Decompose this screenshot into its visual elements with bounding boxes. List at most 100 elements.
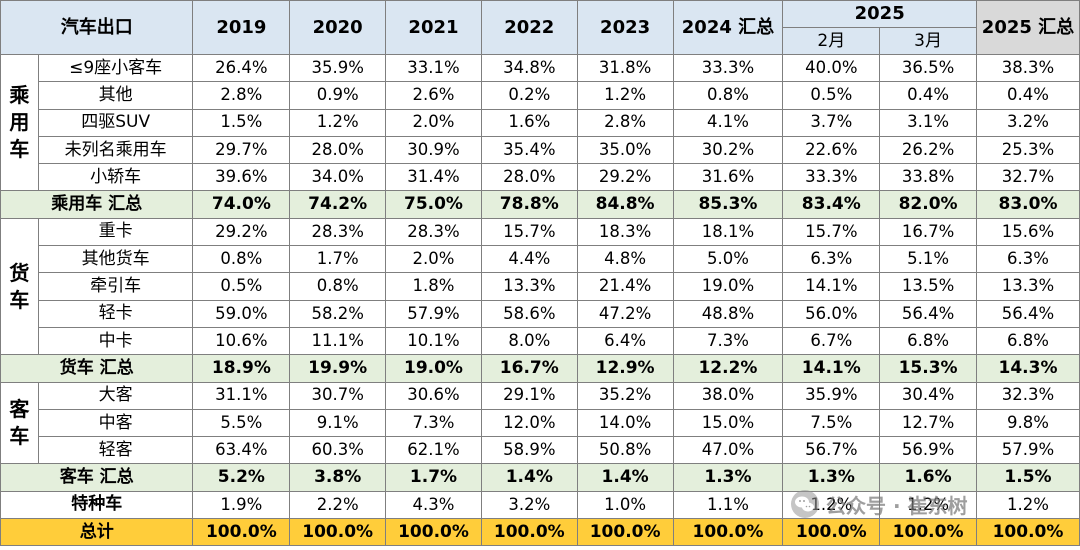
value-cell: 34.8% (480, 53, 578, 83)
subtotal-value-cell: 83.4% (782, 190, 881, 219)
value-cell: 0.8% (192, 245, 291, 274)
value-cell: 38.0% (672, 381, 784, 410)
subtotal-value-cell: 83.0% (975, 190, 1080, 219)
value-cell: 1.2% (576, 81, 674, 110)
value-cell: 30.4% (879, 381, 977, 410)
value-cell: 25.3% (975, 135, 1080, 165)
subtotal-row: 客车 汇总 5.2% 3.8% 1.7% 1.4% 1.4% 1.3% 1.3% 1.6% 1.5… (0, 463, 1080, 492)
value-cell: 56.9% (879, 436, 977, 465)
total-2025-header: 2025 汇总 (975, 0, 1080, 55)
value-cell: 48.8% (672, 299, 784, 328)
value-cell: 18.1% (672, 217, 784, 247)
group-label-char: 车 (9, 137, 30, 162)
special-row: 特种车 1.9% 2.2% 4.3% 3.2% 1.0% 1.1% 1.2% 1.2% 1.2% (0, 490, 1080, 520)
row-label: 四驱SUV (37, 108, 194, 137)
subtotal-value-cell: 1.7% (385, 463, 482, 492)
value-cell: 57.9% (385, 299, 482, 328)
subtotal-value-cell: 18.9% (192, 354, 291, 383)
row-label: 中卡 (37, 326, 194, 356)
value-cell: 15.0% (672, 408, 784, 438)
value-cell: 9.8% (975, 408, 1080, 438)
subtotal-row: 货车 汇总 18.9% 19.9% 19.0% 16.7% 12.9% 12.2% 14.1%… (0, 354, 1080, 383)
row-label: 中客 (37, 408, 194, 438)
table-row: 乘用车 ≤9座小客车 26.4% 35.9% 33.1% 34.8% 31.8% 33.3% 4… (0, 53, 1080, 192)
value-cell: 9.1% (289, 408, 387, 438)
total-value-cell: 100.0% (480, 518, 578, 547)
value-cell: 56.4% (879, 299, 977, 328)
value-cell: 59.0% (192, 299, 291, 328)
row-label: 牵引车 (37, 272, 194, 301)
value-cell: 39.6% (192, 163, 291, 192)
value-cell: 0.4% (879, 81, 977, 110)
value-cell: 14.0% (576, 408, 674, 438)
subtotal-value-cell: 1.3% (782, 463, 881, 492)
value-cell: 6.8% (879, 326, 977, 356)
value-cell: 7.3% (672, 326, 784, 356)
value-cell: 6.7% (782, 326, 881, 356)
group-label-char: 车 (9, 287, 30, 312)
value-cell: 33.1% (385, 53, 482, 83)
value-cell: 0.4% (975, 81, 1080, 110)
row-label: ≤9座小客车 (37, 53, 194, 83)
subtotal-value-cell: 78.8% (480, 190, 578, 219)
value-cell: 36.5% (879, 53, 977, 83)
subtotal-value-cell: 75.0% (385, 190, 482, 219)
value-cell: 6.4% (576, 326, 674, 356)
value-cell: 1.2% (782, 490, 881, 520)
value-cell: 58.6% (480, 299, 578, 328)
value-cell: 57.9% (975, 436, 1080, 465)
value-cell: 0.8% (672, 81, 784, 110)
value-cell: 58.9% (480, 436, 578, 465)
value-cell: 4.8% (576, 245, 674, 274)
value-cell: 4.4% (480, 245, 578, 274)
value-cell: 31.4% (385, 163, 482, 192)
corner-header: 汽车出口 (0, 0, 194, 55)
year-header: 2020 (289, 0, 387, 55)
value-cell: 0.9% (289, 81, 387, 110)
value-cell: 31.1% (192, 381, 291, 410)
subtotal-label: 乘用车 汇总 (0, 190, 194, 219)
row-label: 重卡 (37, 217, 194, 247)
total-value-cell: 100.0% (975, 518, 1080, 547)
value-cell: 2.8% (576, 108, 674, 137)
table-row: 其他货车 0.8% 1.7% 2.0% 4.4% 4.8% 5.0% 6.3% 5.1% 6.3% (1, 245, 1080, 274)
value-cell: 2.0% (385, 108, 482, 137)
group-label-char: 车 (9, 424, 30, 448)
row-label: 其他 (37, 81, 194, 110)
subtotal-value-cell: 84.8% (576, 190, 674, 219)
table-row: 未列名乘用车 29.7% 28.0% 30.9% 35.4% 35.0% 30.2% 22.6… (1, 135, 1080, 165)
value-cell: 56.4% (975, 299, 1080, 328)
table-row: 小轿车 39.6% 34.0% 31.4% 28.0% 29.2% 31.6% 33.3% 33… (1, 163, 1080, 192)
value-cell: 30.6% (385, 381, 482, 410)
total-value-cell: 100.0% (879, 518, 977, 547)
value-cell: 40.0% (782, 53, 881, 83)
value-cell: 5.5% (192, 408, 291, 438)
year-2025-header: 2025 (782, 0, 977, 28)
year-header: 2023 (576, 0, 674, 55)
subtotal-label: 货车 汇总 (0, 354, 194, 383)
subtotal-value-cell: 14.1% (782, 354, 881, 383)
value-cell: 58.2% (289, 299, 387, 328)
subtotal-value-cell: 12.9% (576, 354, 674, 383)
value-cell: 15.6% (975, 217, 1080, 247)
value-cell: 10.6% (192, 326, 291, 356)
subtotal-value-cell: 1.4% (480, 463, 578, 492)
value-cell: 3.7% (782, 108, 881, 137)
value-cell: 13.3% (480, 272, 578, 301)
total-value-cell: 100.0% (289, 518, 387, 547)
subtotal-value-cell: 74.2% (289, 190, 387, 219)
value-cell: 6.3% (975, 245, 1080, 274)
table-row: 轻卡 59.0% 58.2% 57.9% 58.6% 47.2% 48.8% 56.0% 56.… (1, 299, 1080, 328)
value-cell: 63.4% (192, 436, 291, 465)
year-header: 2024 汇总 (672, 0, 784, 55)
group-label: 乘用车 (0, 53, 39, 192)
value-cell: 30.9% (385, 135, 482, 165)
value-cell: 3.2% (975, 108, 1080, 137)
table-row: 中卡 10.6% 11.1% 10.1% 8.0% 6.4% 7.3% 6.7% 6.8% 6.8… (1, 326, 1080, 356)
subtotal-value-cell: 85.3% (672, 190, 784, 219)
header-row: 汽车出口 2019 2020 2021 2022 2023 2024 汇总 2025 2025 … (0, 0, 1080, 55)
value-cell: 12.0% (480, 408, 578, 438)
group-label-char: 货 (9, 260, 30, 285)
value-cell: 47.0% (672, 436, 784, 465)
value-cell: 1.6% (480, 108, 578, 137)
